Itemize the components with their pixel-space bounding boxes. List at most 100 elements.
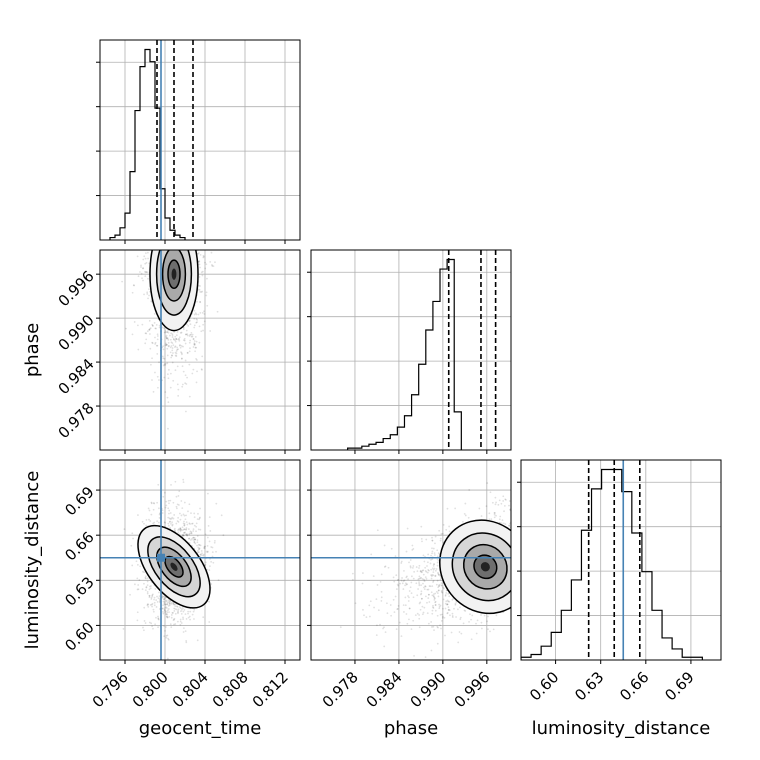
scatter-point — [469, 613, 471, 616]
scatter-point — [426, 565, 428, 567]
scatter-point — [467, 516, 470, 519]
scatter-point — [197, 548, 200, 551]
scatter-point — [198, 341, 201, 344]
scatter-point — [198, 518, 201, 521]
scatter-point — [147, 229, 149, 231]
scatter-point — [137, 588, 140, 591]
scatter-point — [212, 561, 215, 564]
scatter-point — [195, 313, 198, 316]
scatter-point — [149, 327, 152, 330]
scatter-point — [422, 611, 425, 614]
scatter-point — [397, 584, 400, 587]
scatter-point — [148, 294, 150, 297]
scatter-point — [154, 220, 156, 222]
scatter-point — [166, 354, 169, 357]
scatter-point — [154, 327, 157, 330]
scatter-point — [522, 580, 524, 582]
scatter-point — [195, 530, 197, 533]
scatter-point — [503, 510, 505, 513]
scatter-point — [446, 612, 449, 615]
scatter-point — [167, 638, 170, 641]
scatter-point — [485, 505, 488, 508]
scatter-point — [537, 533, 539, 535]
scatter-point — [502, 495, 505, 498]
scatter-point — [185, 528, 188, 531]
scatter-point — [436, 561, 439, 564]
scatter-point — [433, 597, 436, 599]
scatter-point — [420, 597, 423, 600]
scatter-point — [418, 575, 421, 578]
scatter-point — [202, 256, 205, 259]
scatter-point — [169, 196, 171, 198]
scatter-point — [153, 598, 155, 601]
scatter-point — [165, 337, 168, 340]
scatter-point — [410, 628, 413, 630]
scatter-point — [362, 608, 364, 611]
scatter-point — [524, 574, 526, 576]
scatter-point — [527, 546, 529, 548]
scatter-point — [504, 498, 507, 501]
scatter-point — [517, 583, 519, 585]
scatter-point — [532, 492, 534, 494]
scatter-point — [193, 343, 196, 345]
scatter-point — [157, 247, 159, 249]
scatter-point — [526, 564, 528, 566]
scatter-point — [179, 620, 182, 623]
scatter-point — [518, 594, 520, 596]
scatter-point — [423, 578, 425, 581]
scatter-point — [517, 509, 519, 511]
scatter-point — [154, 190, 156, 192]
scatter-point — [196, 370, 198, 373]
scatter-point — [163, 602, 166, 605]
scatter-point — [209, 565, 211, 568]
scatter-point — [168, 344, 170, 347]
scatter-point — [186, 233, 188, 235]
scatter-point — [394, 555, 397, 558]
scatter-point — [166, 231, 168, 233]
scatter-point — [176, 207, 178, 209]
scatter-point — [173, 617, 176, 620]
scatter-point — [439, 537, 442, 540]
scatter-point — [169, 248, 171, 250]
scatter-point — [528, 563, 530, 565]
scatter-point — [512, 536, 514, 538]
scatter-point — [164, 364, 167, 366]
scatter-point — [512, 519, 514, 521]
scatter-point — [186, 230, 188, 232]
scatter-point — [182, 328, 185, 331]
scatter-point — [179, 228, 181, 230]
scatter-point — [166, 609, 169, 612]
scatter-point — [525, 575, 527, 577]
scatter-point — [156, 246, 158, 248]
scatter-point — [154, 231, 156, 233]
scatter-point — [173, 607, 176, 610]
scatter-point — [525, 553, 527, 555]
scatter-point — [536, 548, 538, 550]
scatter-point — [182, 481, 185, 484]
scatter-point — [172, 517, 175, 520]
scatter-point — [199, 507, 201, 510]
scatter-point — [142, 198, 144, 200]
scatter-point — [152, 610, 155, 613]
scatter-point — [518, 534, 520, 536]
scatter-point — [194, 538, 196, 541]
scatter-point — [182, 610, 185, 613]
scatter-point — [518, 540, 520, 542]
scatter-point — [376, 624, 378, 627]
scatter-point — [186, 237, 188, 239]
scatter-point — [164, 603, 167, 606]
scatter-point — [148, 585, 151, 588]
scatter-point — [162, 495, 165, 498]
scatter-point — [459, 616, 462, 619]
scatter-point — [151, 379, 153, 381]
scatter-point — [142, 629, 145, 632]
scatter-point — [435, 590, 438, 593]
scatter-point — [146, 580, 149, 583]
x-tick-label-geocent_time: 0.796 — [89, 668, 132, 711]
scatter-point — [162, 364, 165, 367]
scatter-point — [168, 211, 170, 213]
scatter-point — [519, 541, 521, 543]
scatter-point — [512, 542, 514, 544]
scatter-point — [156, 601, 159, 603]
